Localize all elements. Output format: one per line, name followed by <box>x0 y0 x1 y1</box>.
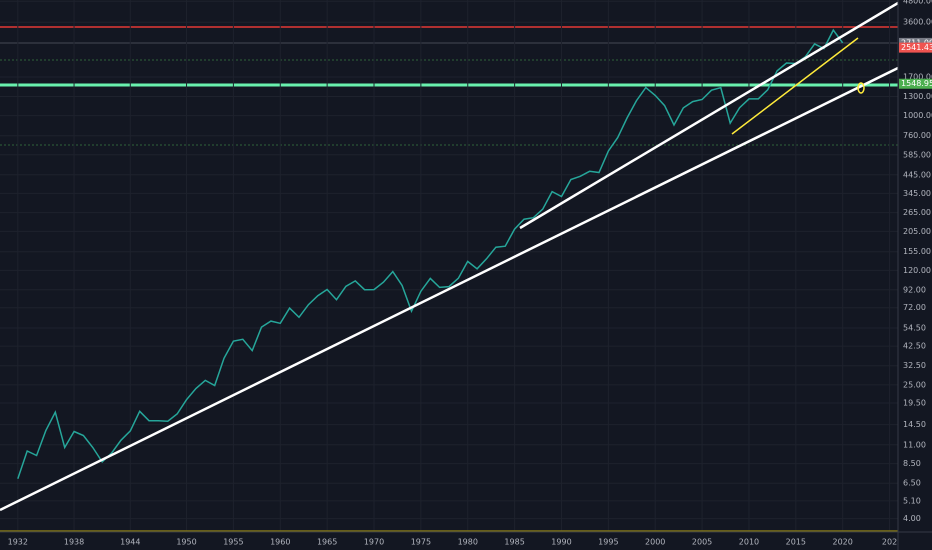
y-tick-label: 32.50 <box>903 361 926 370</box>
y-tick-label: 11.00 <box>903 440 926 449</box>
y-tick-label: 265.00 <box>903 208 931 217</box>
y-tick-label: 4800.00 <box>903 0 932 6</box>
x-tick-label: 2005 <box>692 538 712 547</box>
x-tick-label: 2020 <box>833 538 853 547</box>
y-tick-label: 345.00 <box>903 189 931 198</box>
y-tick-label: 1300.00 <box>903 92 932 101</box>
y-tick-label: 5.10 <box>903 496 921 505</box>
trend-line <box>731 37 859 135</box>
y-tick-label: 6.50 <box>903 479 921 488</box>
price-label: 1548.95 <box>901 79 932 88</box>
y-tick-label: 585.00 <box>903 150 931 159</box>
x-tick-label: 202 <box>882 538 897 547</box>
marker <box>857 82 865 94</box>
x-tick-label: 1932 <box>8 538 28 547</box>
price-line <box>17 28 844 480</box>
y-tick-label: 54.50 <box>903 324 926 333</box>
y-tick-label: 42.50 <box>903 342 926 351</box>
y-tick-label: 1000.00 <box>903 111 932 120</box>
y-tick-label: 72.00 <box>903 303 926 312</box>
x-tick-label: 1965 <box>317 538 337 547</box>
x-tick-label: 1975 <box>411 538 431 547</box>
x-tick-label: 1970 <box>364 538 384 547</box>
x-tick-label: 2010 <box>739 538 759 547</box>
y-tick-label: 445.00 <box>903 170 931 179</box>
y-tick-label: 3600.00 <box>903 18 932 27</box>
x-tick-label: 1995 <box>598 538 618 547</box>
price-label-box <box>899 78 932 89</box>
y-tick-label: 155.00 <box>903 247 931 256</box>
x-tick-label: 1960 <box>270 538 290 547</box>
x-tick-label: 1985 <box>504 538 524 547</box>
plot <box>0 0 898 532</box>
x-tick-label: 1955 <box>223 538 243 547</box>
price-label: 2541.43 <box>901 43 932 52</box>
y-tick-label: 760.00 <box>903 131 931 140</box>
y-tick-label: 92.00 <box>903 285 926 294</box>
y-tick-label: 4.00 <box>903 514 921 523</box>
x-tick-label: 2015 <box>786 538 806 547</box>
x-tick-label: 1938 <box>64 538 84 547</box>
x-tick-label: 1944 <box>120 538 140 547</box>
y-tick-label: 25.00 <box>903 380 926 389</box>
y-tick-label: 1700.00 <box>903 72 932 81</box>
y-tick-label: 205.00 <box>903 227 931 236</box>
x-tick-label: 2000 <box>645 538 665 547</box>
trend-line <box>519 1 899 230</box>
y-tick-label: 14.50 <box>903 420 926 429</box>
trend-line <box>0 66 899 512</box>
x-tick-label: 1980 <box>458 538 478 547</box>
y-tick-label: 8.50 <box>903 459 921 468</box>
price-label-box <box>899 42 932 53</box>
y-tick-label: 120.00 <box>903 266 931 275</box>
x-tick-label: 1990 <box>551 538 571 547</box>
x-tick-label: 1950 <box>176 538 196 547</box>
y-tick-label: 19.50 <box>903 399 926 408</box>
